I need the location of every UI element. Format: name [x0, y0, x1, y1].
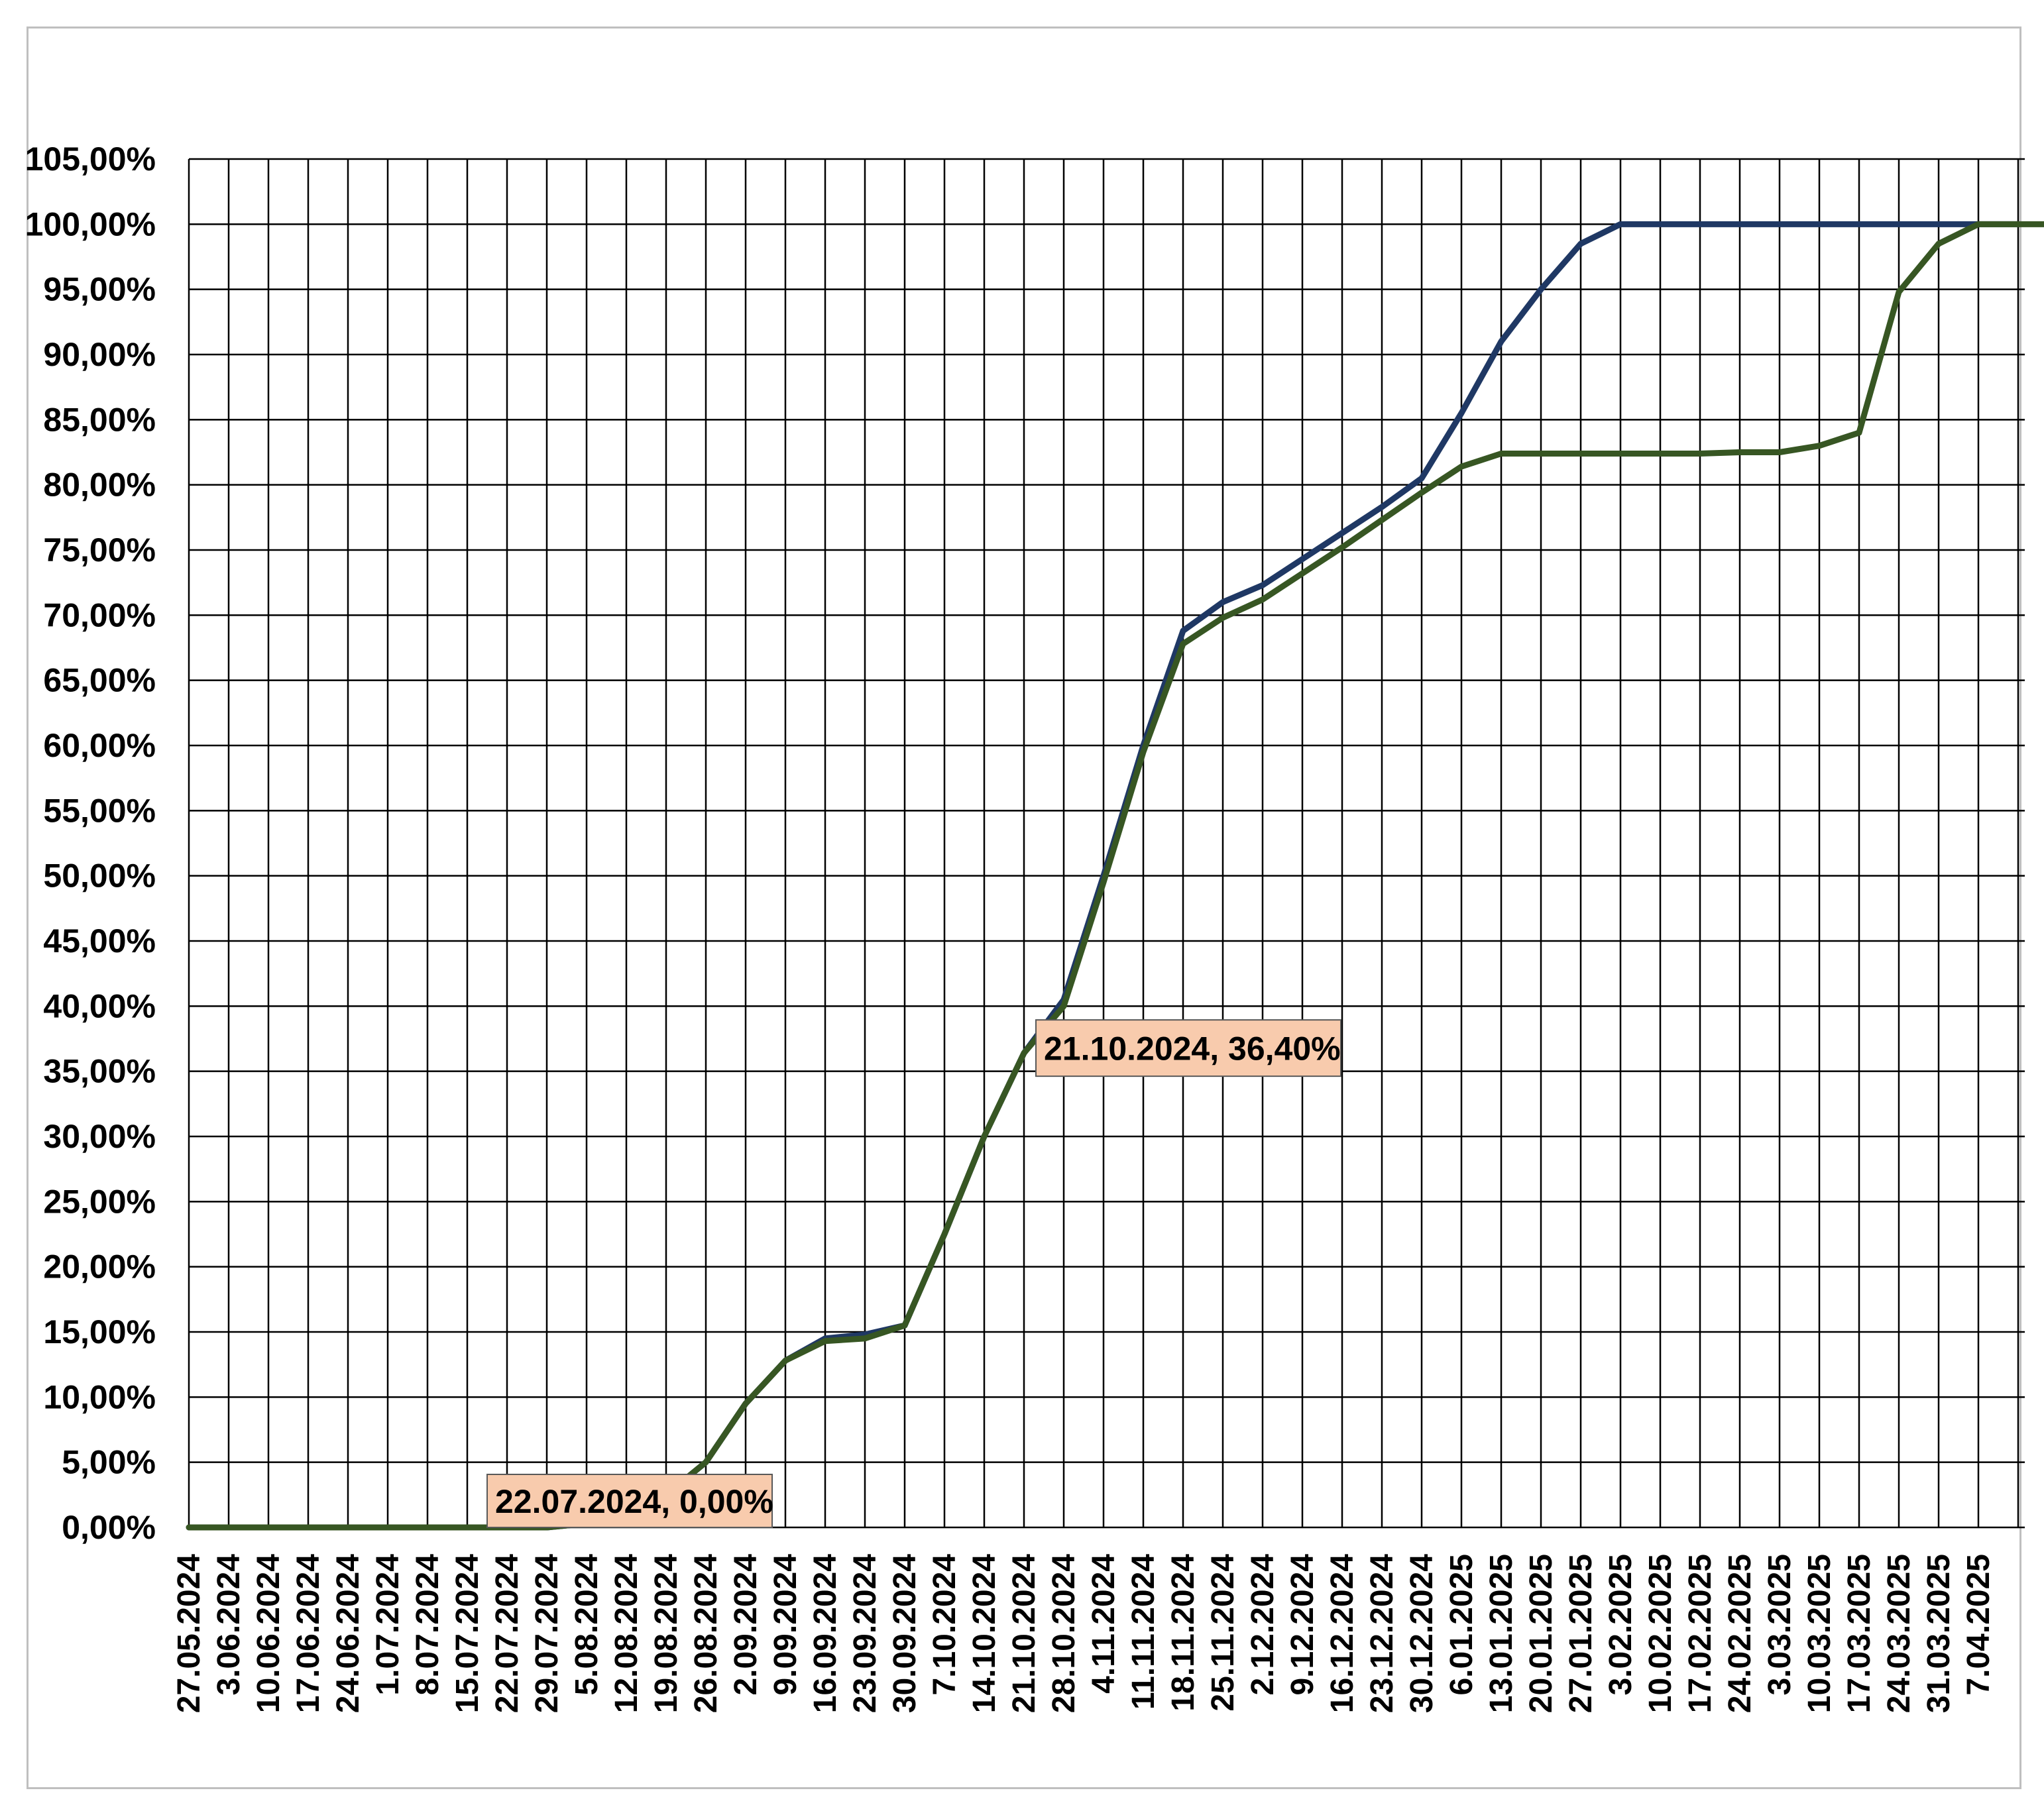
y-tick-label: 100,00%: [25, 205, 156, 243]
x-tick-label: 24.06.2024: [331, 1554, 366, 1714]
y-tick-label: 20,00%: [43, 1248, 156, 1286]
x-tick-label: 7.10.2024: [927, 1554, 962, 1696]
y-axis-ticks: 0,00% 5,00% 10,00% 15,00% 20,00% 25,00% 30,00%…: [25, 140, 156, 1546]
x-tick-label: 13.01.2025: [1484, 1554, 1519, 1713]
x-tick-label: 19.08.2024: [649, 1554, 684, 1714]
x-tick-label: 31.03.2025: [1921, 1554, 1957, 1713]
x-tick-label: 15.07.2024: [450, 1554, 485, 1714]
x-tick-label: 17.06.2024: [291, 1554, 326, 1714]
x-tick-label: 8.07.2024: [410, 1554, 445, 1696]
x-tick-label: 2.12.2024: [1245, 1554, 1280, 1696]
y-tick-label: 85,00%: [43, 401, 156, 438]
data-label: 21.10.2024, 36,40%: [1044, 1030, 1341, 1068]
x-tick-label: 29.07.2024: [530, 1554, 565, 1714]
y-tick-label: 45,00%: [43, 922, 156, 960]
x-tick-label: 4.11.2024: [1086, 1554, 1121, 1694]
x-tick-label: 18.11.2024: [1166, 1554, 1201, 1712]
x-tick-label: 2.09.2024: [728, 1554, 764, 1696]
y-tick-label: 95,00%: [43, 271, 156, 308]
x-tick-label: 30.12.2024: [1404, 1554, 1440, 1714]
y-tick-label: 10,00%: [43, 1378, 156, 1415]
x-tick-label: 3.06.2024: [211, 1554, 247, 1696]
data-label: 22.07.2024, 0,00%: [495, 1483, 773, 1520]
x-tick-label: 26.08.2024: [689, 1554, 724, 1714]
x-tick-label: 5.08.2024: [569, 1554, 604, 1696]
x-tick-label: 11.11.2024: [1126, 1554, 1161, 1710]
y-tick-label: 30,00%: [43, 1118, 156, 1155]
y-tick-label: 15,00%: [43, 1313, 156, 1350]
y-tick-label: 0,00%: [62, 1509, 156, 1546]
y-tick-label: 35,00%: [43, 1053, 156, 1090]
y-tick-label: 5,00%: [62, 1444, 156, 1481]
x-tick-label: 10.03.2025: [1802, 1554, 1837, 1713]
x-tick-label: 1.07.2024: [370, 1554, 406, 1696]
x-tick-label: 3.02.2025: [1603, 1554, 1638, 1696]
y-tick-label: 55,00%: [43, 792, 156, 829]
x-tick-label: 17.03.2025: [1842, 1554, 1877, 1713]
x-tick-label: 22.07.2024: [490, 1554, 525, 1714]
chart-frame: [27, 27, 2021, 1789]
x-tick-label: 30.09.2024: [887, 1554, 923, 1714]
x-tick-label: 21.10.2024: [1007, 1554, 1042, 1714]
x-tick-label: 25.11.2024: [1206, 1554, 1241, 1712]
x-tick-label: 27.01.2025: [1563, 1554, 1599, 1713]
x-tick-label: 9.09.2024: [768, 1554, 803, 1696]
x-tick-label: 10.06.2024: [251, 1554, 286, 1714]
y-tick-label: 65,00%: [43, 662, 156, 699]
x-tick-label: 16.09.2024: [808, 1554, 843, 1714]
y-tick-label: 60,00%: [43, 727, 156, 764]
x-tick-label: 3.03.2025: [1762, 1554, 1797, 1696]
x-tick-label: 16.12.2024: [1325, 1554, 1360, 1714]
x-tick-label: 6.01.2025: [1444, 1554, 1479, 1696]
x-tick-label: 27.05.2024: [172, 1554, 207, 1714]
x-tick-label: 17.02.2025: [1683, 1554, 1718, 1713]
x-tick-label: 24.02.2025: [1723, 1554, 1758, 1713]
x-tick-label: 9.12.2024: [1285, 1554, 1320, 1696]
y-tick-label: 75,00%: [43, 531, 156, 569]
annotations: 22.07.2024, 0,00% 21.10.2024, 36,40%: [486, 1019, 1341, 1528]
x-tick-label: 28.10.2024: [1047, 1554, 1082, 1714]
y-tick-label: 105,00%: [25, 140, 156, 178]
x-tick-label: 20.01.2025: [1524, 1554, 1559, 1713]
y-tick-label: 50,00%: [43, 857, 156, 895]
y-tick-label: 80,00%: [43, 467, 156, 504]
x-tick-label: 23.12.2024: [1365, 1554, 1400, 1714]
x-tick-label: 10.02.2025: [1643, 1554, 1678, 1713]
x-tick-label: 14.10.2024: [967, 1554, 1002, 1714]
data-label-box: [486, 1474, 773, 1528]
x-axis-ticks: 27.05.2024 3.06.2024 10.06.2024 17.06.2024 2…: [172, 1554, 1996, 1714]
data-label-box: [1035, 1019, 1341, 1077]
x-tick-label: 12.08.2024: [609, 1554, 644, 1714]
y-tick-label: 25,00%: [43, 1183, 156, 1220]
x-tick-label: 7.04.2025: [1961, 1554, 1996, 1696]
x-tick-label: 23.09.2024: [848, 1554, 883, 1714]
grid: [188, 158, 2025, 1529]
y-tick-label: 90,00%: [43, 336, 156, 373]
y-tick-label: 40,00%: [43, 987, 156, 1024]
y-tick-label: 70,00%: [43, 596, 156, 633]
x-tick-label: 24.03.2025: [1882, 1554, 1917, 1713]
